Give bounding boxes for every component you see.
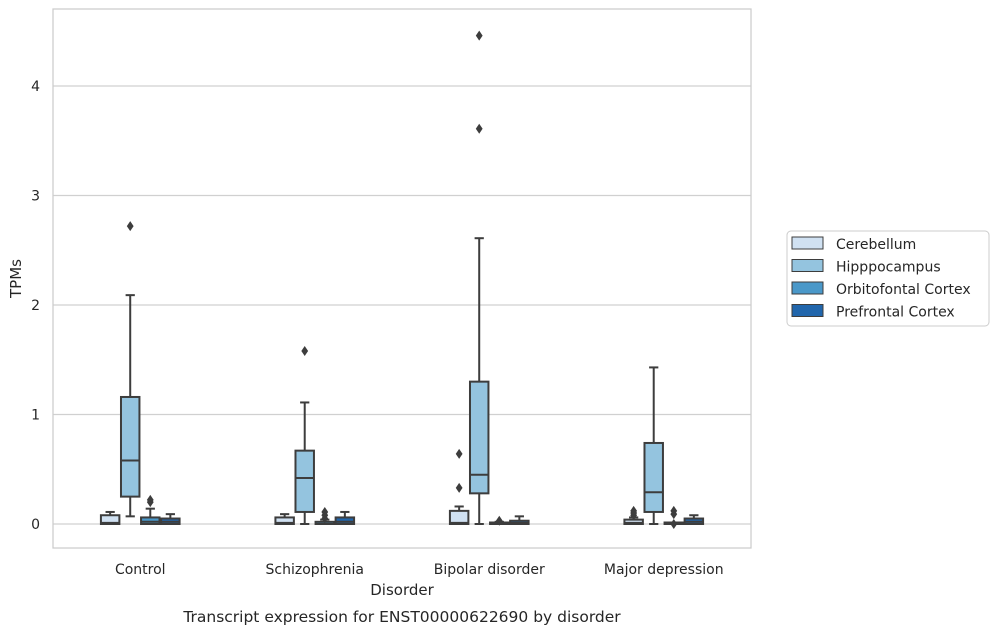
outlier-point <box>455 448 463 459</box>
legend-swatch <box>791 281 824 295</box>
legend-label: Prefrontal Cortex <box>836 305 955 321</box>
outlier-point <box>126 221 134 232</box>
box-orbitofontal-cortex <box>489 515 510 526</box>
outlier-point <box>475 123 483 134</box>
y-tick-label: 0 <box>31 517 40 533</box>
box-body <box>274 516 295 525</box>
plot-frame <box>52 8 752 549</box>
box-hipppocampus <box>119 221 141 518</box>
box-orbitofontal-cortex <box>314 506 336 525</box>
legend-label: Orbitofontal Cortex <box>836 282 971 298</box>
legend-item-hipppocampus: Hipppocampus <box>791 259 941 276</box>
y-tick-label: 2 <box>31 298 40 314</box>
legend-label: Cerebellum <box>836 237 916 253</box>
legend-item-prefrontal-cortex: Prefrontal Cortex <box>791 304 955 321</box>
box-body <box>448 509 470 525</box>
y-tick-label: 1 <box>31 408 40 424</box>
box-body <box>334 516 356 525</box>
x-tick-label: Major depression <box>604 562 724 578</box>
y-tick-label: 4 <box>31 79 40 95</box>
box-body <box>140 516 161 525</box>
outlier-point <box>630 505 638 516</box>
box-prefrontal-cortex <box>160 513 181 526</box>
x-axis-ticks: Control Schizophrenia Bipolar disorder Majo… <box>115 562 724 578</box>
box-orbitofontal-cortex <box>140 494 161 525</box>
legend-item-orbitofontal-cortex: Orbitofontal Cortex <box>791 281 971 298</box>
legend-swatch <box>791 304 824 317</box>
legend-frame <box>786 230 990 327</box>
box-body <box>643 441 664 513</box>
y-axis-ticks: 0 1 2 3 4 <box>31 79 40 533</box>
box-cerebellum <box>448 448 470 525</box>
box-cerebellum <box>99 510 121 525</box>
y-axis-label: TPMs <box>7 259 25 299</box>
outlier-point <box>670 519 678 529</box>
box-body <box>294 449 315 513</box>
outlier-point <box>321 506 329 517</box>
box-hipppocampus <box>643 366 664 525</box>
legend: Cerebellum Hipppocampus Orbitofontal Corte… <box>786 230 990 327</box>
outlier-point <box>301 345 309 356</box>
box-cerebellum <box>623 505 644 525</box>
outlier-point <box>475 30 483 41</box>
x-axis-label: Disorder <box>370 581 434 599</box>
chart-caption: Transcript expression for ENST0000062269… <box>182 608 621 626</box>
box-body <box>119 395 141 498</box>
legend-item-cerebellum: Cerebellum <box>791 236 916 253</box>
box-prefrontal-cortex <box>334 510 356 525</box>
box-body <box>99 514 121 525</box>
box-orbitofontal-cortex <box>663 505 685 529</box>
legend-swatch <box>791 236 824 250</box>
box-hipppocampus <box>294 345 315 525</box>
outlier-point <box>146 494 154 505</box>
box-body <box>468 380 490 495</box>
box-cerebellum <box>274 513 295 525</box>
outlier-point <box>670 505 678 516</box>
legend-label: Hipppocampus <box>836 260 941 276</box>
box-hipppocampus <box>468 30 490 525</box>
x-tick-label: Control <box>115 562 166 578</box>
box-prefrontal-cortex <box>509 515 530 526</box>
outlier-point <box>495 515 503 526</box>
outlier-point <box>455 482 463 493</box>
y-tick-label: 3 <box>31 189 40 205</box>
legend-swatch <box>791 259 824 272</box>
x-tick-label: Schizophrenia <box>266 562 364 578</box>
box-prefrontal-cortex <box>683 514 705 526</box>
plot-area <box>99 30 705 529</box>
x-tick-label: Bipolar disorder <box>434 562 545 578</box>
